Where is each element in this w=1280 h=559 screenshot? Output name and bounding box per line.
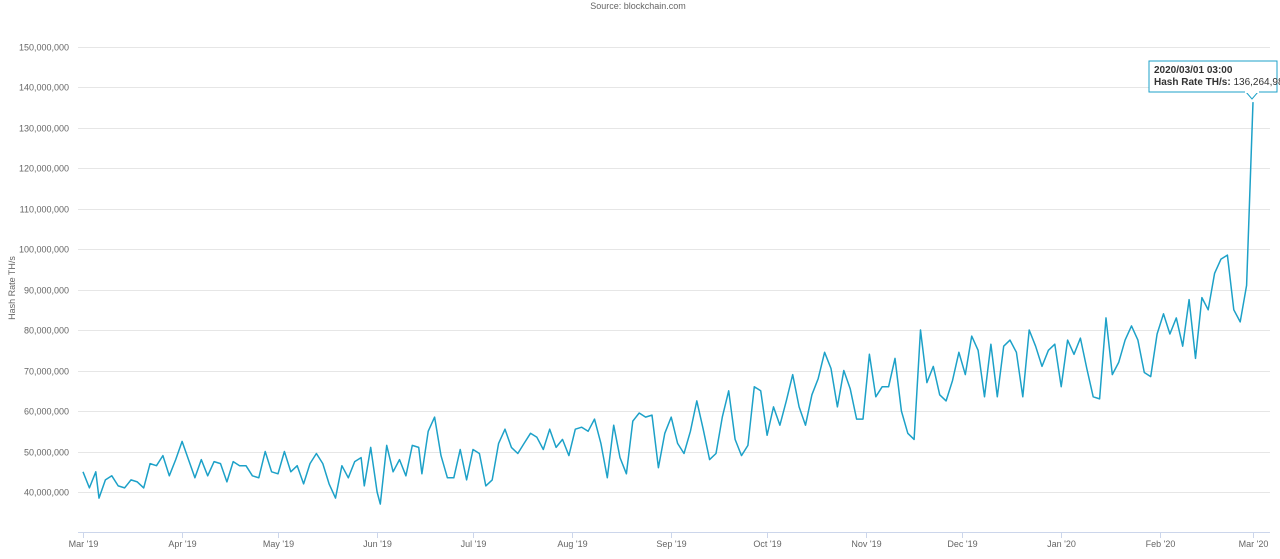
x-tick-label: Feb '20 (1146, 539, 1176, 549)
y-tick-label: 100,000,000 (19, 245, 69, 255)
x-tick-label: Mar '19 (69, 539, 99, 549)
y-tick-label: 110,000,000 (20, 205, 69, 215)
tooltip: 2020/03/01 03:00 Hash Rate TH/s: 136,264… (1148, 60, 1280, 100)
tooltip-value: 136,264,980 (1233, 77, 1280, 88)
series-layer (82, 102, 1254, 505)
y-tick-label: 150,000,000 (19, 43, 69, 53)
y-tick-label: 50,000,000 (24, 448, 69, 458)
y-tick-label: 130,000,000 (19, 124, 69, 134)
y-tick-label: 140,000,000 (19, 83, 69, 93)
tooltip-series-label: Hash Rate TH/s (1154, 77, 1228, 88)
y-axis-title: Hash Rate TH/s (7, 256, 17, 320)
y-tick-label: 40,000,000 (24, 488, 69, 498)
y-tick-label: 60,000,000 (24, 407, 69, 417)
x-tick-label: Mar '20 (1239, 539, 1269, 549)
y-tick-label: 80,000,000 (24, 326, 69, 336)
tooltip-pointer-mask (1245, 90, 1259, 93)
tooltip-date: 2020/03/01 03:00 (1154, 65, 1233, 76)
x-tick-label: Jul '19 (461, 539, 487, 549)
x-tick-label: Jan '20 (1047, 539, 1076, 549)
x-tick-label: Oct '19 (753, 539, 781, 549)
y-axis-ticks: 40,000,000 50,000,000 60,000,000 70,000,000… (19, 43, 69, 498)
x-tick-label: Jun '19 (363, 539, 392, 549)
y-tick-label: 70,000,000 (24, 367, 69, 377)
x-tick-label: Aug '19 (557, 539, 587, 549)
tooltip-colon: : (1227, 77, 1233, 88)
x-tick-label: Apr '19 (168, 539, 196, 549)
x-tick-label: Sep '19 (656, 539, 686, 549)
tooltip-pointer (1244, 91, 1260, 100)
hash-rate-line (82, 102, 1254, 505)
x-tick-label: May '19 (263, 539, 294, 549)
y-tick-label: 120,000,000 (19, 164, 69, 174)
x-tick-label: Dec '19 (947, 539, 977, 549)
x-tick-label: Nov '19 (851, 539, 881, 549)
chart-subtitle: Source: blockchain.com (590, 1, 686, 11)
grid-lines (78, 47, 1270, 533)
y-tick-label: 90,000,000 (24, 286, 69, 296)
svg-text:Hash Rate TH/s: 136,264,980: Hash Rate TH/s: 136,264,980 (1154, 77, 1280, 88)
tooltip-box (1148, 60, 1278, 93)
x-axis-ticks: Mar '19 Apr '19 May '19 Jun '19 Jul '19 Aug '… (69, 532, 1269, 549)
